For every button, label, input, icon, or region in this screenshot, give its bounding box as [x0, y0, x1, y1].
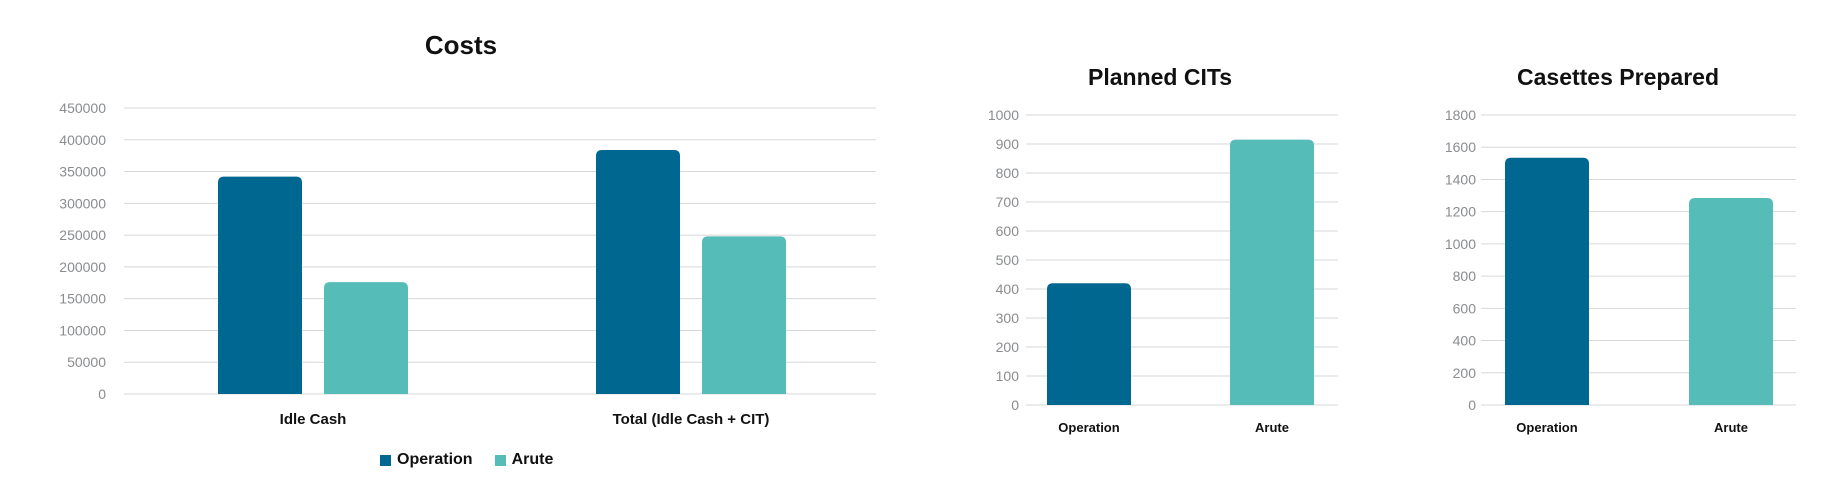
- costs-legend: Operation Arute: [380, 451, 553, 469]
- y-tick-label: 1800: [1445, 107, 1476, 123]
- bar-arute-1: [702, 236, 786, 394]
- chart-title: Casettes Prepared: [1517, 64, 1719, 90]
- y-tick-label: 150000: [59, 291, 106, 307]
- y-tick-label: 600: [996, 223, 1020, 239]
- y-tick-label: 300: [996, 310, 1020, 326]
- y-tick-label: 700: [996, 194, 1020, 210]
- bar-operation-1: [596, 149, 680, 394]
- y-tick-label: 900: [996, 136, 1020, 152]
- x-category-label: Arute: [1714, 420, 1748, 435]
- x-category-label: Arute: [1255, 420, 1289, 435]
- y-tick-label: 400: [1453, 333, 1477, 349]
- y-tick-label: 350000: [59, 164, 106, 180]
- legend-swatch-operation: [380, 454, 391, 466]
- y-tick-label: 1000: [988, 107, 1019, 123]
- y-tick-label: 800: [1453, 268, 1477, 284]
- legend-item-arute: Arute: [494, 451, 554, 469]
- legend-label-arute: Arute: [511, 451, 554, 468]
- y-tick-label: 500: [996, 252, 1020, 268]
- y-tick-label: 600: [1453, 300, 1477, 316]
- x-category-label: Operation: [1058, 420, 1119, 435]
- y-tick-label: 100: [996, 368, 1020, 384]
- legend-item-operation: Operation: [380, 451, 473, 469]
- bar-operation: [1505, 157, 1589, 405]
- y-tick-label: 200: [1453, 365, 1477, 381]
- y-tick-label: 100000: [59, 322, 106, 338]
- y-tick-label: 1400: [1445, 171, 1476, 187]
- legend-swatch-arute: [494, 454, 506, 466]
- bar-arute: [1230, 139, 1314, 405]
- bar-operation: [1047, 283, 1131, 405]
- bar-arute: [1689, 197, 1773, 405]
- y-tick-label: 300000: [59, 195, 106, 211]
- chart-title: Planned CITs: [1088, 64, 1232, 90]
- y-tick-label: 250000: [59, 227, 106, 243]
- y-tick-label: 50000: [67, 354, 106, 370]
- y-tick-label: 1600: [1445, 139, 1476, 155]
- y-tick-label: 0: [98, 386, 106, 402]
- chart-title: Costs: [425, 30, 497, 60]
- y-tick-label: 400000: [59, 132, 106, 148]
- y-tick-label: 0: [1011, 397, 1019, 413]
- y-tick-label: 200000: [59, 259, 106, 275]
- y-tick-label: 400: [996, 281, 1020, 297]
- y-tick-label: 1000: [1445, 236, 1476, 252]
- bar-arute-0: [324, 282, 408, 394]
- y-tick-label: 1200: [1445, 204, 1476, 220]
- y-tick-label: 200: [996, 339, 1020, 355]
- x-category-label: Total (Idle Cash + CIT): [613, 411, 770, 428]
- y-tick-label: 450000: [59, 100, 106, 116]
- x-category-label: Operation: [1516, 420, 1577, 435]
- y-tick-label: 0: [1468, 397, 1476, 413]
- legend-label-operation: Operation: [397, 451, 473, 468]
- x-category-label: Idle Cash: [280, 411, 347, 428]
- bar-operation-0: [218, 176, 302, 394]
- y-tick-label: 800: [996, 165, 1020, 181]
